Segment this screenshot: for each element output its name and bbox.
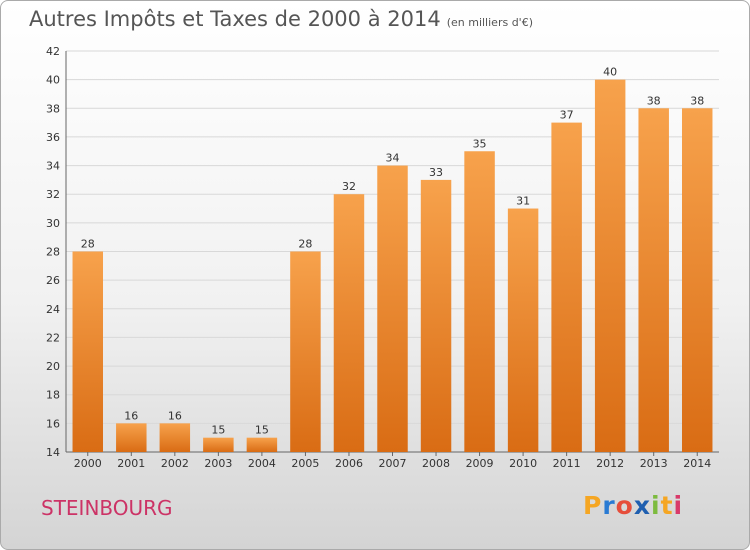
bar	[507, 208, 539, 452]
bar	[203, 437, 234, 452]
bar-value-label: 28	[298, 238, 312, 251]
y-tick-label: 16	[46, 417, 60, 430]
bar	[159, 423, 191, 452]
bar-value-label: 32	[342, 180, 356, 193]
x-tick-label: 2011	[553, 457, 581, 470]
chart-title-text: Autres Impôts et Taxes de 2000 à 2014	[29, 7, 441, 31]
bar	[72, 251, 104, 452]
y-tick-label: 38	[46, 102, 60, 115]
bar-value-label: 16	[124, 409, 138, 422]
y-tick-label: 14	[46, 446, 60, 459]
x-tick-label: 2012	[596, 457, 624, 470]
x-tick-label: 2007	[379, 457, 407, 470]
logo-letter: o	[615, 491, 634, 520]
x-tick-label: 2000	[74, 457, 102, 470]
x-tick-label: 2010	[509, 457, 537, 470]
town-name: STEINBOURG	[41, 496, 173, 520]
bar	[290, 251, 321, 452]
bar	[551, 122, 582, 452]
x-tick-label: 2013	[640, 457, 668, 470]
y-tick-label: 42	[46, 45, 60, 58]
logo-letter: i	[673, 491, 684, 520]
y-tick-label: 20	[46, 360, 60, 373]
bar-value-label: 34	[386, 152, 400, 165]
bar-value-label: 15	[255, 424, 269, 437]
x-tick-label: 2006	[335, 457, 363, 470]
x-tick-label: 2001	[117, 457, 145, 470]
labels: 14 16 18 20 22 24 26 28 30 32 34 36 38 40 42 28 2000 16 20…	[46, 45, 711, 470]
logo-letter: i	[651, 491, 661, 520]
x-tick-label: 2009	[466, 457, 494, 470]
bar	[681, 108, 713, 453]
y-tick-label: 34	[46, 160, 60, 173]
x-tick-label: 2014	[683, 457, 711, 470]
bar	[116, 423, 147, 452]
chart-subtitle: (en milliers d'€)	[446, 16, 533, 29]
bar-value-label: 40	[603, 66, 617, 79]
y-tick-label: 28	[46, 246, 60, 259]
bar-value-label: 35	[473, 137, 487, 150]
bar	[420, 179, 452, 452]
logo-letter: P	[583, 491, 603, 520]
bar	[594, 79, 626, 453]
bar	[464, 151, 495, 452]
bar-value-label: 33	[429, 166, 443, 179]
bar-value-label: 37	[560, 109, 574, 122]
bar-value-label: 28	[81, 238, 95, 251]
y-tick-label: 22	[46, 331, 60, 344]
logo-letter: x	[633, 491, 651, 520]
y-tick-label: 32	[46, 188, 60, 201]
bar	[246, 437, 278, 452]
y-tick-label: 36	[46, 131, 60, 144]
logo-letter: r	[602, 491, 616, 520]
x-tick-label: 2005	[291, 457, 319, 470]
bar-value-label: 38	[647, 94, 661, 107]
y-tick-label: 18	[46, 389, 60, 402]
bars	[72, 79, 713, 453]
bar-value-label: 38	[690, 94, 704, 107]
x-tick-label: 2003	[204, 457, 232, 470]
x-tick-label: 2002	[161, 457, 189, 470]
bar	[333, 194, 365, 452]
y-tick-label: 30	[46, 217, 60, 230]
x-tick-label: 2008	[422, 457, 450, 470]
x-tick-label: 2004	[248, 457, 276, 470]
bar	[377, 165, 408, 453]
bar-value-label: 16	[168, 409, 182, 422]
bar	[638, 108, 669, 453]
bar-value-label: 15	[211, 424, 225, 437]
y-tick-label: 24	[46, 303, 60, 316]
logo-letter: t	[660, 491, 674, 520]
chart-title: Autres Impôts et Taxes de 2000 à 2014 (en…	[29, 7, 533, 31]
y-tick-label: 26	[46, 274, 60, 287]
y-tick-label: 40	[46, 74, 60, 87]
proxiti-logo: Proxiti	[583, 491, 683, 520]
bar-value-label: 31	[516, 195, 530, 208]
